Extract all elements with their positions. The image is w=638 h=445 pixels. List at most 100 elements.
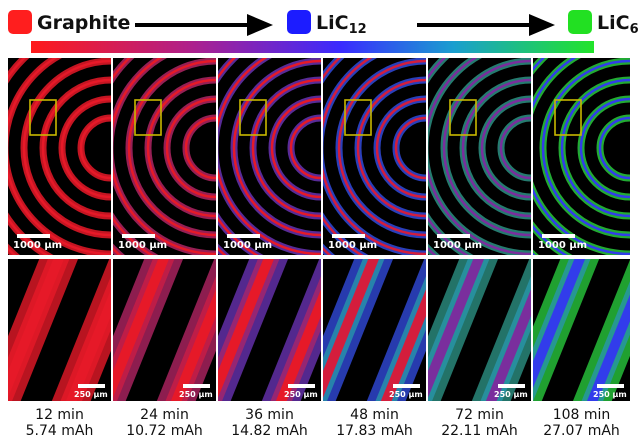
electrode-ring-core: [480, 97, 531, 199]
electrode-ring-core: [22, 59, 111, 237]
electrode-ring-core: [442, 59, 531, 237]
capacity-label: 17.83 mAh: [336, 423, 413, 439]
electrode-ring-core: [251, 78, 321, 218]
lic12-label: LiC12: [316, 12, 367, 37]
zoom-image: 250 µm: [218, 259, 321, 401]
scale-bar: [183, 384, 210, 388]
time-label: 48 min: [350, 407, 399, 423]
scale-bar-label: 250 µm: [179, 390, 213, 399]
stripe-core: [8, 259, 77, 401]
overview-image: 1000 µm: [533, 58, 630, 255]
electrode-ring-core: [79, 116, 111, 180]
scale-bar-label: 1000 µm: [223, 240, 273, 251]
zoom-image: 250 µm: [323, 259, 426, 401]
electrode-ring-core: [375, 97, 426, 199]
electrode-ring-core: [289, 116, 321, 180]
scale-bar-label: 250 µm: [284, 390, 318, 399]
electrode-ring-core: [60, 97, 111, 199]
electrode-ring-core: [541, 59, 630, 237]
electrode-ring-core: [270, 97, 321, 199]
scale-bar: [332, 234, 365, 238]
electrode-stripes: [113, 259, 216, 401]
center-hole: [509, 126, 531, 170]
scale-bar: [597, 384, 624, 388]
time-label: 72 min: [455, 407, 504, 423]
capacity-label: 10.72 mAh: [126, 423, 203, 439]
graphite-swatch: [8, 10, 32, 34]
scale-bar: [393, 384, 420, 388]
scale-bar-label: 250 µm: [494, 390, 528, 399]
electrode-ring-core: [232, 59, 321, 237]
stripe-core: [218, 259, 287, 401]
electrode-ring-core: [41, 78, 111, 218]
roi-box: [344, 99, 372, 136]
roi-box: [554, 99, 582, 136]
overview-image: 1000 µm: [428, 58, 531, 255]
stripe-core: [53, 259, 111, 401]
scale-bar: [78, 384, 105, 388]
electrode-ring-core: [394, 116, 426, 180]
spiral-rings: [533, 58, 630, 255]
scale-bar: [498, 384, 525, 388]
stripe-core: [473, 259, 531, 401]
scale-bar-label: 250 µm: [389, 390, 423, 399]
electrode-ring-core: [165, 97, 216, 199]
center-hole: [89, 126, 111, 170]
spiral-rings: [323, 58, 426, 255]
spiral-rings: [428, 58, 531, 255]
graphite-label: Graphite: [37, 12, 131, 34]
stripe-core: [323, 259, 392, 401]
center-hole: [404, 126, 426, 170]
overview-image: 1000 µm: [218, 58, 321, 255]
stripe-core: [158, 259, 216, 401]
scale-bar: [122, 234, 155, 238]
electrode-stripes: [8, 259, 111, 401]
stripe-core: [428, 259, 497, 401]
roi-box: [134, 99, 162, 136]
overview-image: 1000 µm: [113, 58, 216, 255]
lic12-swatch: [287, 10, 311, 34]
scale-bar-label: 1000 µm: [538, 240, 588, 251]
electrode-stripes: [218, 259, 321, 401]
center-hole: [608, 126, 630, 170]
scale-bar: [227, 234, 260, 238]
scale-bar-label: 1000 µm: [433, 240, 483, 251]
center-hole: [299, 126, 321, 170]
electrode-ring-core: [146, 78, 216, 218]
spiral-rings: [218, 58, 321, 255]
arrow-right-icon: [135, 14, 273, 36]
scale-bar-label: 1000 µm: [328, 240, 378, 251]
scale-bar: [17, 234, 50, 238]
panel-caption: 24 min 10.72 mAh: [112, 407, 218, 439]
stripe-core: [533, 259, 598, 401]
roi-box: [449, 99, 477, 136]
lic6-label: LiC6: [597, 12, 638, 37]
scale-bar-label: 1000 µm: [118, 240, 168, 251]
panel-caption: 108 min 27.07 mAh: [529, 407, 635, 439]
electrode-ring-core: [337, 59, 426, 237]
electrode-ring-core: [461, 78, 531, 218]
scale-bar: [542, 234, 575, 238]
panel-caption: 72 min 22.11 mAh: [427, 407, 533, 439]
scale-bar: [437, 234, 470, 238]
capacity-label: 27.07 mAh: [543, 423, 620, 439]
stripe-core: [368, 259, 426, 401]
spiral-rings: [8, 58, 111, 255]
scale-bar: [288, 384, 315, 388]
electrode-ring-core: [356, 78, 426, 218]
stripe-core: [263, 259, 321, 401]
electrode-ring-core: [499, 116, 531, 180]
zoom-image: 250 µm: [533, 259, 630, 401]
electrode-ring-core: [127, 59, 216, 237]
scale-bar-label: 1000 µm: [13, 240, 63, 251]
scale-bar-label: 250 µm: [593, 390, 627, 399]
zoom-image: 250 µm: [428, 259, 531, 401]
panel-caption: 36 min 14.82 mAh: [217, 407, 323, 439]
panel-caption: 12 min 5.74 mAh: [7, 407, 113, 439]
electrode-ring-core: [598, 116, 630, 180]
spiral-rings: [113, 58, 216, 255]
electrode-ring-core: [579, 97, 630, 199]
time-label: 24 min: [140, 407, 189, 423]
time-label: 12 min: [35, 407, 84, 423]
capacity-label: 5.74 mAh: [25, 423, 94, 439]
